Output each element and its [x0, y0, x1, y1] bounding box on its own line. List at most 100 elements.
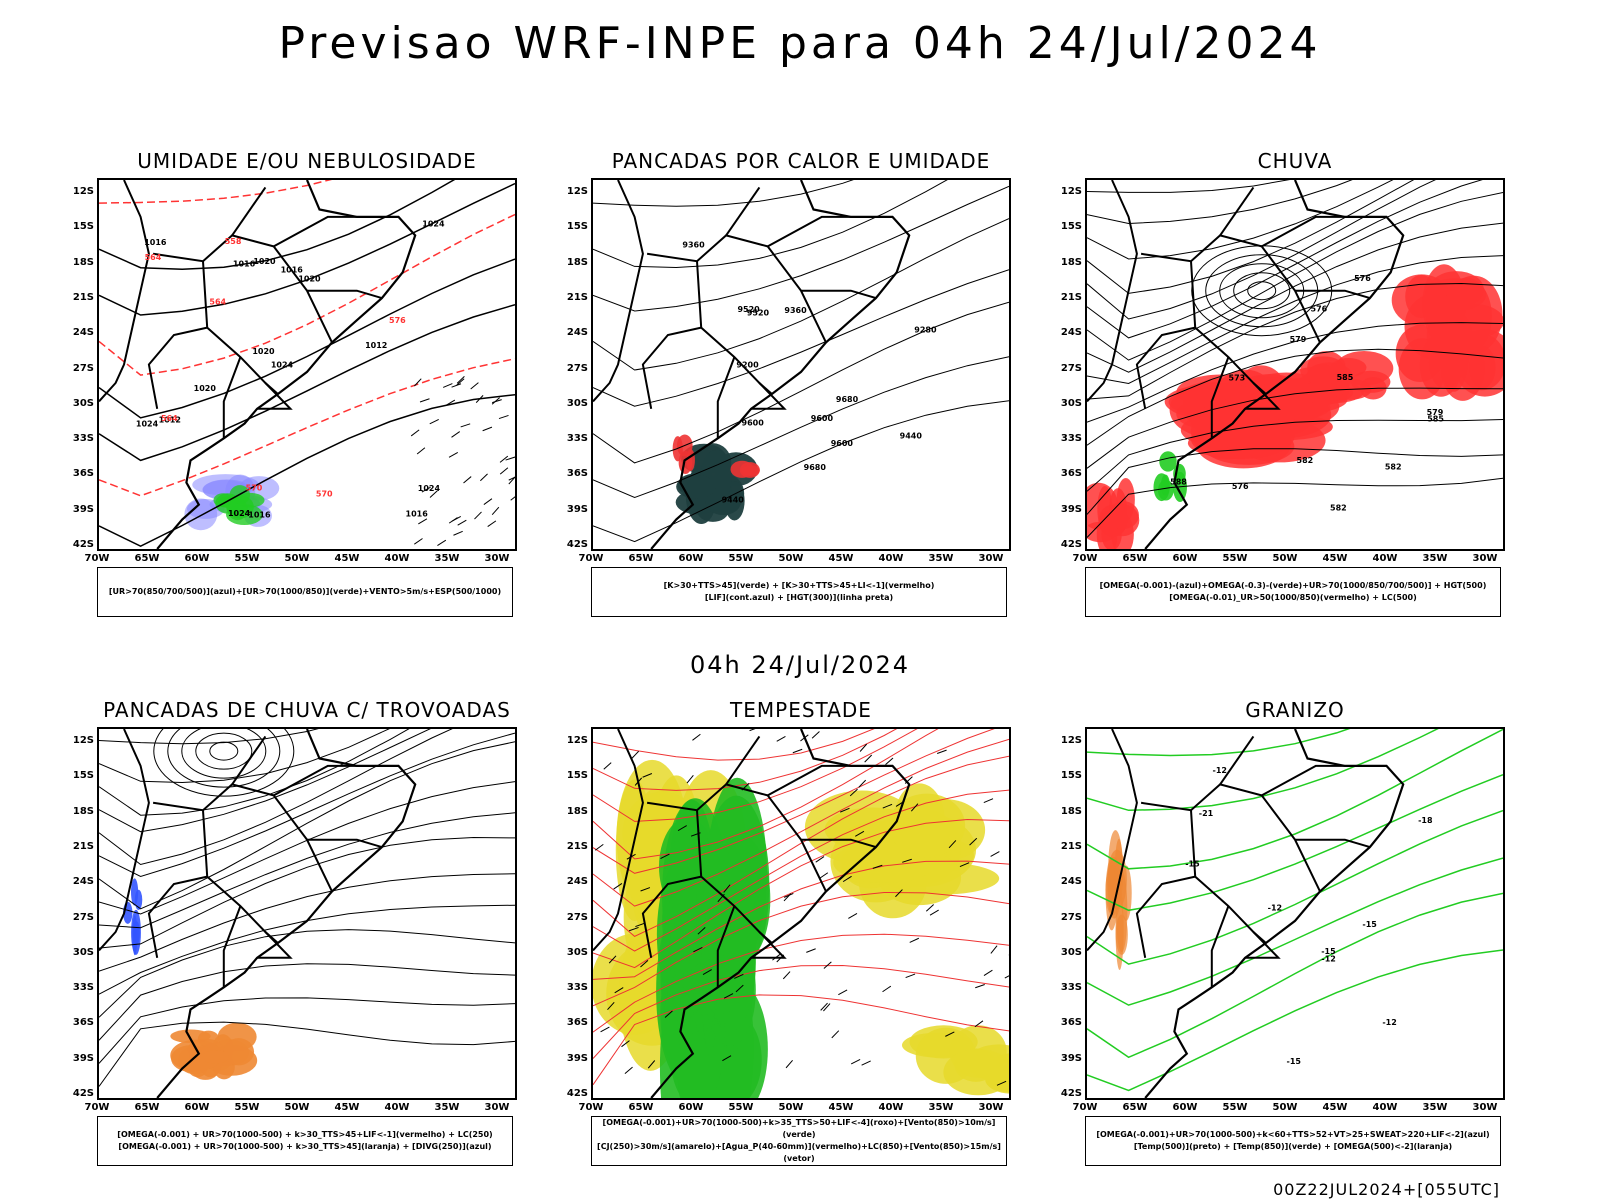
- isoline: [99, 303, 515, 462]
- isoline: [1087, 892, 1503, 1059]
- wind-vector: [885, 757, 894, 766]
- contour-value-label: 9360: [682, 240, 705, 249]
- map-panel: [97, 727, 517, 1100]
- isoline: [1087, 180, 1483, 339]
- circulation-contour: [167, 729, 281, 788]
- wind-vector: [969, 837, 978, 846]
- isoline: [1087, 949, 1503, 1092]
- wind-vector: [974, 1020, 984, 1028]
- longitude-tick-label: 65W: [628, 1102, 654, 1113]
- isoline: [99, 873, 515, 972]
- latitude-tick-label: 24S: [566, 876, 588, 888]
- longitude-tick-label: 30W: [1472, 553, 1498, 564]
- wind-vector: [785, 1060, 793, 1069]
- contour-value-label: 9440: [900, 431, 923, 440]
- contour-value-label: 1020: [194, 384, 217, 393]
- contour-value-label: 585: [1337, 373, 1354, 382]
- latitude-tick-label: 30S: [566, 946, 588, 958]
- wind-vector: [498, 414, 509, 420]
- longitude-tick-label: 55W: [728, 1102, 754, 1113]
- longitude-tick-label: 30W: [484, 553, 510, 564]
- shaded-field: [223, 1038, 255, 1066]
- longitude-tick-label: 45W: [1322, 553, 1348, 564]
- wind-vector: [460, 423, 471, 428]
- wind-vector: [463, 476, 472, 484]
- latitude-tick-label: 33S: [1060, 982, 1082, 994]
- wind-vector: [783, 892, 794, 898]
- contour-value-label: -18: [1418, 816, 1433, 825]
- wind-vector: [996, 1080, 1007, 1086]
- latitude-tick-label: 18S: [1060, 256, 1082, 268]
- contour-value-label: 9600: [742, 418, 765, 427]
- contour-value-label: -12: [1268, 903, 1282, 912]
- isoline: [99, 213, 515, 376]
- longitude-tick-label: 70W: [84, 553, 110, 564]
- longitude-tick-label: 55W: [1222, 1102, 1248, 1113]
- latitude-tick-label: 15S: [72, 770, 94, 782]
- longitude-tick-label: 35W: [928, 1102, 954, 1113]
- latitude-tick-label: 30S: [1060, 397, 1082, 409]
- latitude-tick-label: 21S: [566, 840, 588, 852]
- longitude-tick-label: 55W: [234, 1102, 260, 1113]
- panel-title: GRANIZO: [1245, 698, 1345, 722]
- border-line: [641, 875, 702, 958]
- longitude-tick-label: 40W: [878, 553, 904, 564]
- longitude-tick-label: 35W: [928, 553, 954, 564]
- isoline: [593, 729, 995, 874]
- latitude-tick-label: 12S: [566, 735, 588, 746]
- border-line: [222, 905, 242, 988]
- longitude-tick-label: 65W: [1122, 1102, 1148, 1113]
- contour-value-label: 576: [389, 316, 406, 325]
- isoline: [99, 836, 515, 949]
- legend-line: [OMEGA(-0.001)+UR>70(1000-500)+k>35_TTS>…: [602, 1118, 996, 1139]
- shaded-field: [197, 1030, 220, 1048]
- wind-vector: [697, 927, 706, 935]
- isoline: [593, 891, 1009, 1007]
- latitude-tick-label: 39S: [1060, 503, 1082, 515]
- isoline: [99, 812, 515, 929]
- contour-value-label: 1024: [271, 360, 294, 369]
- longitude-tick-label: 50W: [778, 553, 804, 564]
- longitude-tick-label: 55W: [1222, 553, 1248, 564]
- longitude-tick-label: 45W: [1322, 1102, 1348, 1113]
- shaded-field: [1205, 398, 1271, 423]
- wind-vector: [491, 397, 500, 405]
- wind-vector: [686, 774, 694, 784]
- isoline: [593, 301, 1009, 464]
- latitude-tick-label: 36S: [72, 468, 94, 480]
- isoline: [593, 180, 948, 269]
- isoline: [99, 781, 515, 915]
- legend-line: [OMEGA(-0.001) + UR>70(1000-500) + k>30_…: [118, 1142, 492, 1151]
- wind-vector: [905, 973, 916, 979]
- wind-vector: [849, 788, 858, 797]
- latitude-tick-label: 18S: [1060, 805, 1082, 817]
- latitude-tick-label: 36S: [72, 1017, 94, 1029]
- isoline: [1087, 180, 1290, 193]
- contour-value-label: 564: [145, 253, 162, 262]
- latitude-tick-label: 30S: [566, 397, 588, 409]
- shaded-field: [1109, 488, 1127, 529]
- latitude-tick-label: 18S: [72, 256, 94, 268]
- latitude-tick-label: 30S: [72, 946, 94, 958]
- longitude-tick-label: 40W: [1372, 553, 1398, 564]
- longitude-tick-label: 30W: [978, 1102, 1004, 1113]
- wind-vector: [990, 851, 1000, 857]
- border-line: [152, 783, 333, 892]
- wind-vector: [600, 1026, 610, 1033]
- latitude-tick-label: 24S: [1060, 327, 1082, 339]
- contour-value-label: 1020: [253, 257, 276, 266]
- isoline: [593, 729, 939, 860]
- shaded-field: [1115, 888, 1124, 970]
- latitude-tick-label: 42S: [72, 539, 94, 550]
- wind-vector: [508, 476, 515, 481]
- legend-line: [K>30+TTS>45](verde) + [K>30+TTS>45+LI<-…: [663, 581, 935, 590]
- longitude-tick-label: 30W: [1472, 1102, 1498, 1113]
- wind-vector: [811, 731, 820, 739]
- panel-legend: [K>30+TTS>45](verde) + [K>30+TTS>45+LI<-…: [591, 567, 1007, 617]
- shaded-field: [686, 449, 695, 472]
- wind-vector: [910, 803, 919, 812]
- wind-vector: [782, 971, 791, 980]
- border-line: [716, 356, 736, 439]
- border-line: [696, 261, 773, 395]
- wind-vector: [624, 1066, 633, 1074]
